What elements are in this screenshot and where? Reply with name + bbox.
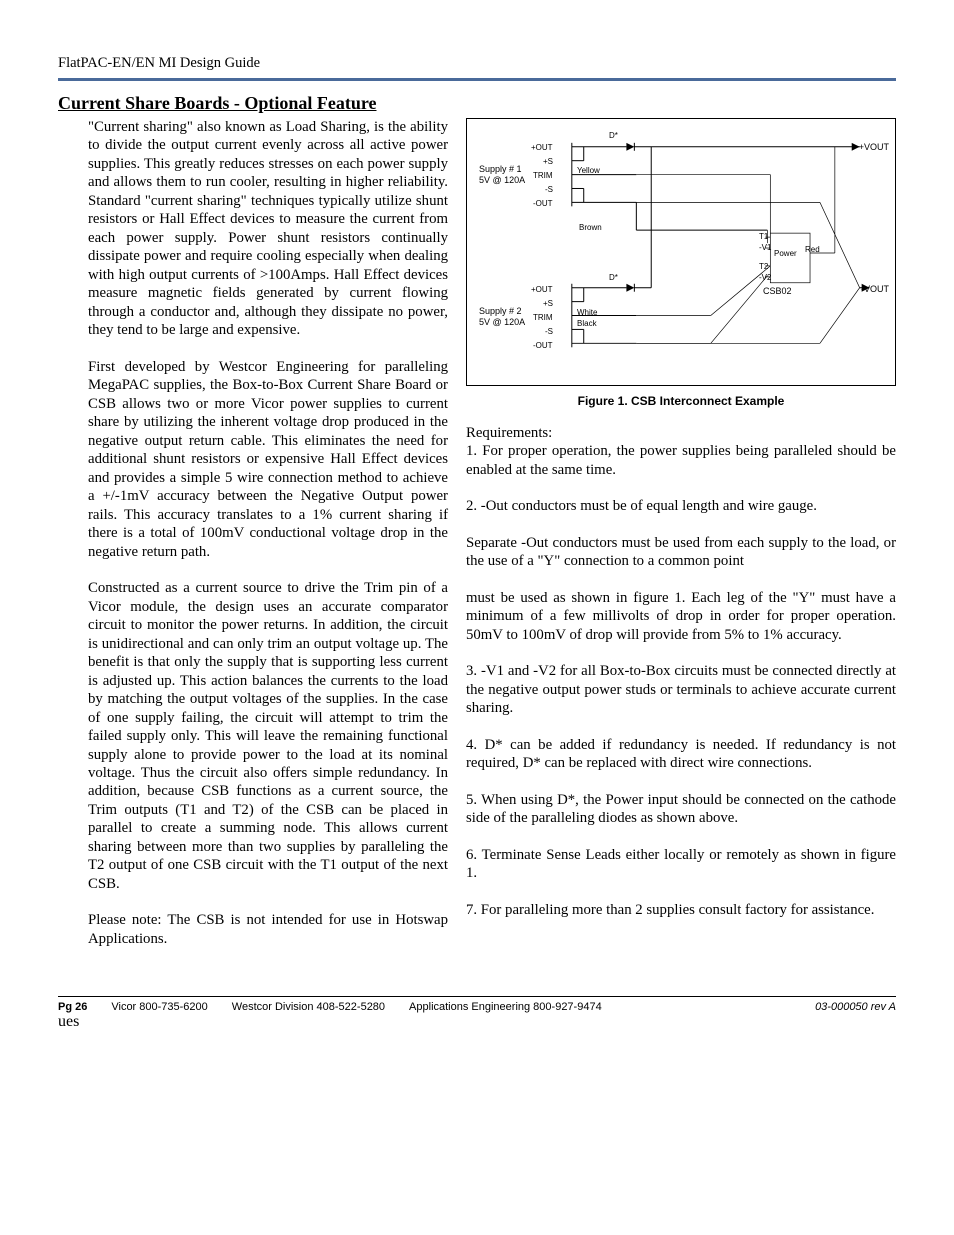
footer-rev: 03-000050 rev A xyxy=(815,1001,896,1013)
req-8: 6. Terminate Sense Leads either locally … xyxy=(466,846,896,883)
fig-supply1: Supply # 1 xyxy=(479,164,522,174)
para-2: First developed by Westcor Engineering f… xyxy=(88,358,448,561)
footer-appeng: Applications Engineering 800-927-9474 xyxy=(409,1001,602,1013)
doc-title: FlatPAC-EN/EN MI Design Guide xyxy=(58,55,896,72)
fig-ps1: +S xyxy=(543,157,553,166)
fig-nout1: -OUT xyxy=(533,199,553,208)
req-6: 4. D* can be added if redundancy is need… xyxy=(466,736,896,773)
req-7: 5. When using D*, the Power input should… xyxy=(466,791,896,828)
fig-red: Red xyxy=(805,245,820,254)
footer-westcor: Westcor Division 408-522-5280 xyxy=(232,1001,385,1013)
para-3: Constructed as a current source to drive… xyxy=(88,579,448,893)
fig-t1: T1 xyxy=(759,232,768,241)
fig-nv2: -V2 xyxy=(759,273,771,282)
req-1: 1. For proper operation, the power suppl… xyxy=(466,442,896,479)
fig-ns2: -S xyxy=(545,327,553,336)
figure-1: Supply # 1 5V @ 120A +OUT +S TRIM -S -OU… xyxy=(466,118,896,386)
footer: Pg 26 Vicor 800-735-6200 Westcor Divisio… xyxy=(58,996,896,1013)
para-4: Please note: The CSB is not intended for… xyxy=(88,911,448,948)
fig-d2: D* xyxy=(609,273,618,282)
page-number: Pg 26 xyxy=(58,1001,87,1013)
figure-caption: Figure 1. CSB Interconnect Example xyxy=(466,394,896,408)
req-head: Requirements: xyxy=(466,424,896,442)
fig-trim2: TRIM xyxy=(533,313,553,322)
fig-brown: Brown xyxy=(579,223,602,232)
req-5: 3. -V1 and -V2 for all Box-to-Box circui… xyxy=(466,662,896,717)
fig-ns1: -S xyxy=(545,185,553,194)
fig-supply2v: 5V @ 120A xyxy=(479,317,525,327)
fig-white: White xyxy=(577,308,597,317)
fig-ps2: +S xyxy=(543,299,553,308)
fig-csb: CSB02 xyxy=(763,286,792,296)
diagram-svg xyxy=(467,119,895,385)
fig-trim1: TRIM xyxy=(533,171,553,180)
fig-nv1: -V1 xyxy=(759,243,771,252)
fig-d1: D* xyxy=(609,131,618,140)
fig-pout2: +OUT xyxy=(531,285,553,294)
section-title: Current Share Boards - Optional Feature xyxy=(58,93,896,114)
req-3: Separate -Out conductors must be used fr… xyxy=(466,534,896,571)
fig-vout-minus: -VOUT xyxy=(861,284,889,294)
para-1: "Current sharing" also known as Load Sha… xyxy=(88,118,448,340)
fig-nout2: -OUT xyxy=(533,341,553,350)
fig-yellow: Yellow xyxy=(577,166,600,175)
fig-supply1v: 5V @ 120A xyxy=(479,175,525,185)
fig-vout-plus: +VOUT xyxy=(859,142,889,152)
req-9: 7. For paralleling more than 2 supplies … xyxy=(466,901,896,919)
fig-black: Black xyxy=(577,319,597,328)
req-4: must be used as shown in figure 1. Each … xyxy=(466,589,896,644)
header-rule xyxy=(58,78,896,81)
fig-power: Power xyxy=(774,249,797,258)
fig-supply2: Supply # 2 xyxy=(479,306,522,316)
left-column: "Current sharing" also known as Load Sha… xyxy=(58,118,448,966)
req-2: 2. -Out conductors must be of equal leng… xyxy=(466,497,896,515)
footer-vicor: Vicor 800-735-6200 xyxy=(111,1001,207,1013)
fig-t2: T2 xyxy=(759,262,768,271)
fig-pout1: +OUT xyxy=(531,143,553,152)
right-column: Supply # 1 5V @ 120A +OUT +S TRIM -S -OU… xyxy=(466,118,896,966)
